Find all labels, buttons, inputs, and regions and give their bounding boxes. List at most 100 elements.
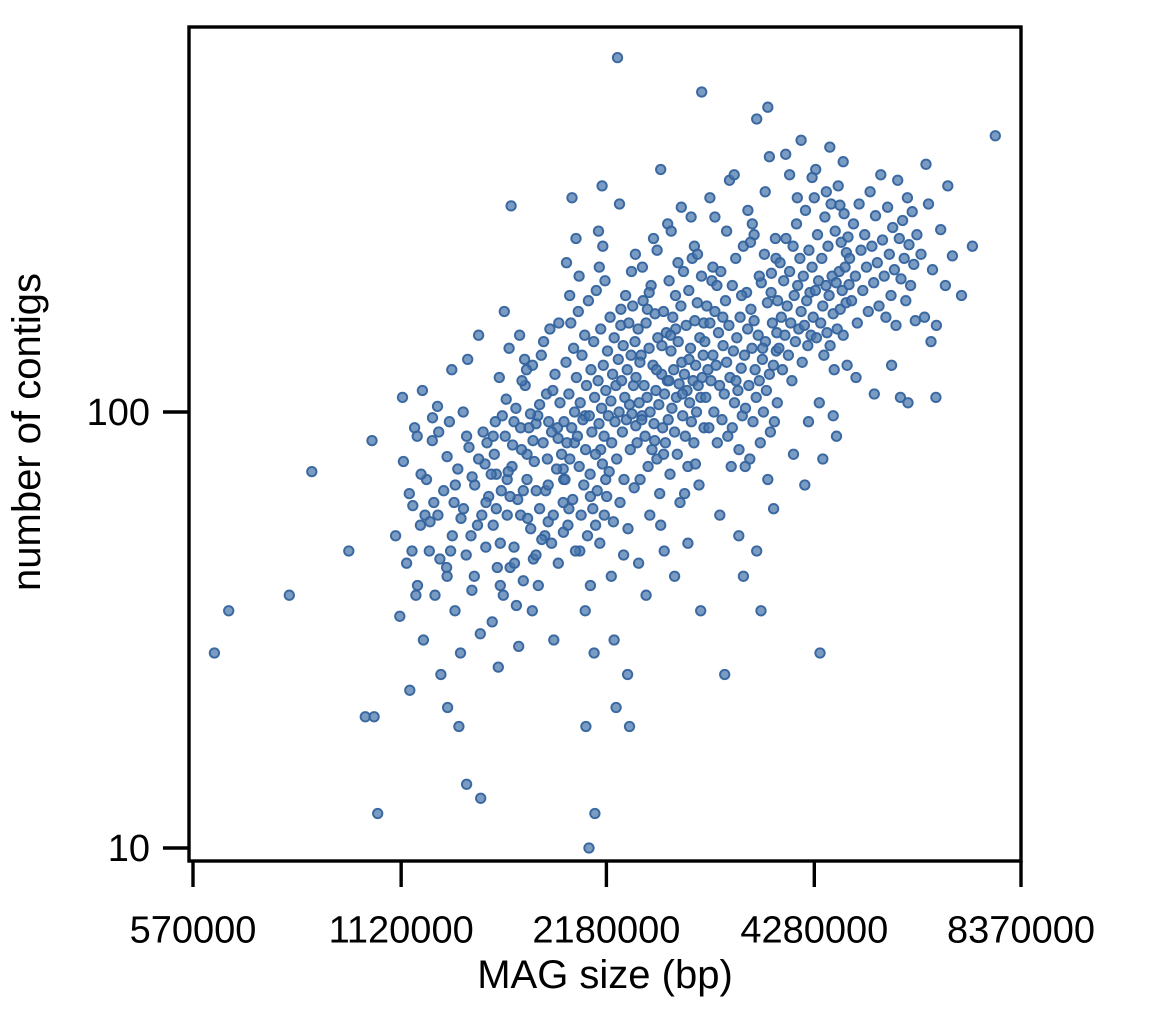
data-point [517, 575, 529, 587]
data-point [722, 430, 734, 442]
data-point [472, 329, 485, 341]
data-point [457, 406, 469, 418]
data-point [604, 311, 616, 323]
data-point [655, 163, 667, 176]
data-point [584, 579, 597, 592]
data-point [658, 388, 671, 400]
data-point [769, 232, 782, 245]
data-point [690, 406, 703, 418]
data-point [911, 229, 923, 241]
data-point [432, 509, 444, 521]
data-point [625, 265, 638, 278]
data-point [836, 284, 848, 297]
data-point [673, 378, 685, 390]
data-point [608, 634, 620, 646]
data-point [542, 479, 554, 491]
data-point [562, 519, 574, 531]
data-point [849, 270, 862, 282]
data-point [860, 261, 873, 273]
data-point [843, 278, 855, 291]
data-point [765, 267, 778, 279]
data-point [541, 453, 554, 465]
data-point [827, 410, 839, 422]
data-point [466, 471, 478, 483]
data-point [581, 530, 594, 542]
x-tick-marks [191, 861, 1023, 887]
data-point [785, 317, 797, 329]
data-point [613, 198, 626, 210]
y-axis-label: number of contigs [5, 273, 49, 591]
data-point [463, 441, 475, 453]
data-point [682, 537, 694, 549]
data-point [533, 503, 546, 515]
data-point [674, 496, 686, 509]
x-tick-label: 1120000 [329, 909, 474, 951]
data-point [707, 261, 719, 273]
data-point [730, 252, 742, 265]
data-point [678, 368, 691, 380]
data-point [638, 379, 650, 392]
data-point [426, 412, 439, 424]
data-point [416, 384, 429, 397]
data-point [634, 356, 646, 368]
data-point [576, 349, 588, 361]
data-point [737, 570, 750, 582]
data-point [587, 503, 599, 515]
data-point [989, 130, 1001, 142]
data-point [918, 311, 931, 323]
data-point [594, 537, 606, 549]
data-point [720, 356, 733, 368]
data-point [485, 468, 497, 480]
data-point [446, 364, 458, 376]
data-point [563, 388, 575, 400]
data-point [570, 371, 583, 384]
data-point [775, 311, 787, 323]
data-point [808, 192, 820, 204]
data-point [443, 416, 456, 428]
data-point [584, 468, 596, 480]
data-point [553, 317, 565, 329]
data-point [552, 557, 564, 569]
data-point [623, 398, 636, 411]
data-point [644, 406, 656, 418]
x-tick-label: 4280000 [740, 909, 888, 951]
data-point [606, 437, 618, 449]
data-point [820, 279, 832, 292]
data-point [454, 647, 467, 659]
data-point [896, 214, 909, 227]
data-point [655, 519, 667, 531]
data-point [703, 422, 715, 434]
data-point [822, 240, 834, 252]
data-point [585, 364, 597, 376]
data-point [561, 437, 573, 449]
data-point [616, 426, 629, 438]
data-point [662, 414, 674, 426]
data-point [862, 305, 874, 318]
data-point [527, 434, 539, 447]
data-point [591, 485, 603, 497]
data-point [490, 503, 502, 515]
data-point [714, 509, 726, 521]
data-point [803, 244, 815, 256]
data-point [650, 364, 663, 376]
data-point [631, 437, 643, 449]
data-point [857, 284, 869, 297]
data-point [767, 359, 780, 371]
data-point [893, 232, 905, 245]
data-point [761, 297, 774, 309]
data-point [750, 391, 762, 404]
data-point [621, 668, 634, 681]
data-point [696, 86, 708, 98]
data-point [589, 519, 602, 531]
data-point [647, 232, 660, 245]
data-point [619, 289, 632, 302]
data-point [656, 422, 669, 434]
data-point [493, 371, 505, 384]
data-point [757, 406, 770, 418]
data-point [713, 379, 726, 392]
data-point [414, 519, 427, 531]
data-point [480, 541, 492, 553]
data-point [429, 589, 441, 601]
data-point [471, 519, 484, 531]
